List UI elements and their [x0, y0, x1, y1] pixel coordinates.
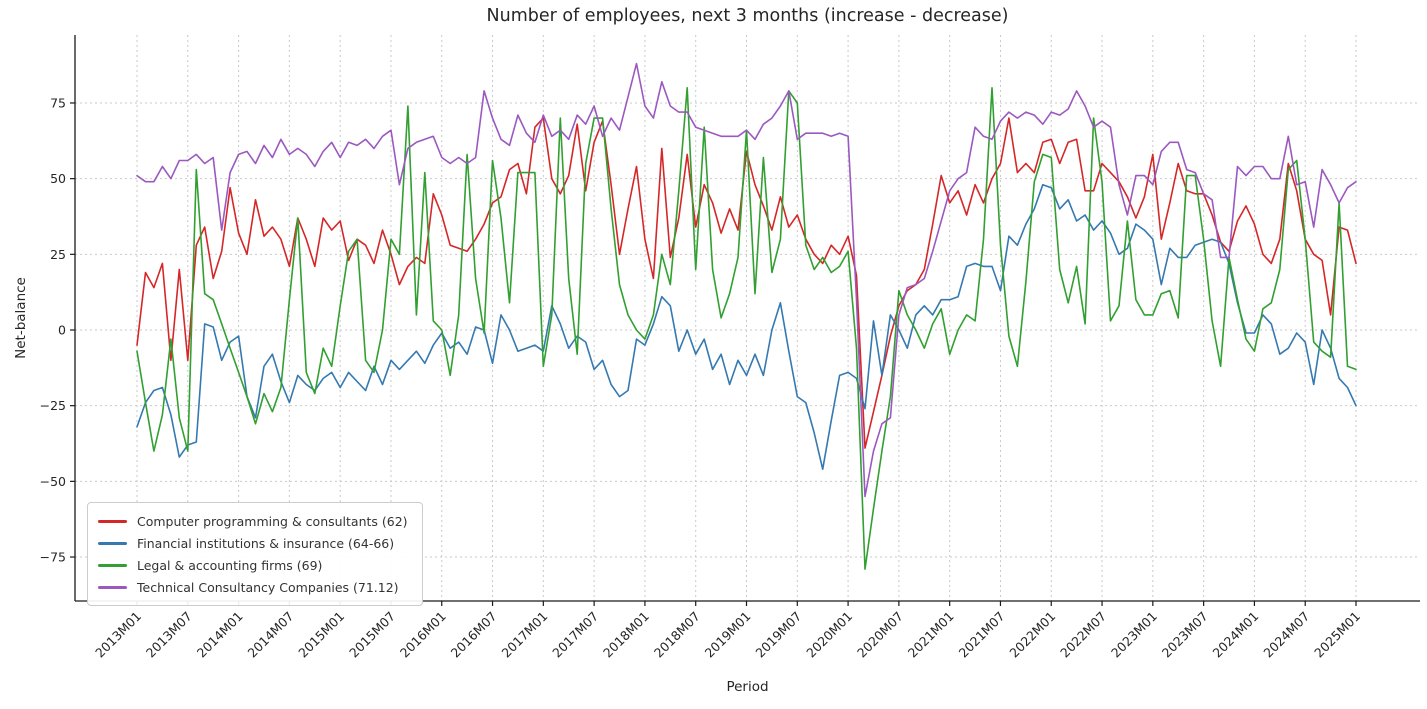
y-tick-label: 0 [58, 323, 66, 338]
legend-item: Technical Consultancy Companies (71.12) [98, 576, 408, 598]
legend-item: Legal & accounting firms (69) [98, 554, 408, 576]
y-tick-label: −75 [40, 550, 66, 565]
y-tick-label: −25 [40, 398, 66, 413]
legend-line-swatch [98, 541, 127, 545]
series-line [136, 62, 1357, 498]
y-tick-label: 50 [50, 171, 66, 186]
series-line [136, 183, 1357, 471]
x-tick-label: 2016M07 [448, 609, 500, 661]
x-tick-label: 2017M01 [498, 609, 550, 661]
x-tick-label: 2025M01 [1311, 609, 1363, 661]
y-tick-label: −50 [40, 474, 66, 489]
y-tick-label: 25 [50, 247, 66, 262]
x-tick-label: 2015M01 [295, 609, 347, 661]
x-tick-label: 2016M01 [397, 609, 449, 661]
x-tick-label: 2017M07 [549, 609, 601, 661]
x-axis-label: Period [726, 679, 769, 695]
y-axis-label: Net-balance [13, 277, 29, 359]
legend-label: Financial institutions & insurance (64-6… [137, 535, 395, 551]
x-tick-label: 2014M01 [194, 609, 246, 661]
legend-line-swatch [98, 585, 127, 589]
series-line [136, 117, 1357, 449]
x-tick-label: 2021M01 [905, 609, 957, 661]
legend-item: Computer programming & consultants (62) [98, 510, 408, 532]
x-tick-label: 2024M07 [1260, 609, 1312, 661]
x-tick-label: 2022M01 [1006, 609, 1058, 661]
x-tick-label: 2020M01 [803, 609, 855, 661]
x-tick-label: 2019M07 [752, 609, 804, 661]
x-tick-label: 2023M01 [1108, 609, 1160, 661]
legend-label: Technical Consultancy Companies (71.12) [137, 579, 399, 595]
x-tick-label: 2018M01 [600, 609, 652, 661]
x-tick-label: 2023M07 [1159, 609, 1211, 661]
x-tick-label: 2015M07 [346, 609, 398, 661]
x-tick-label: 2018M07 [651, 609, 703, 661]
legend: Computer programming & consultants (62) F… [87, 502, 423, 606]
x-tick-label: 2019M01 [702, 609, 754, 661]
x-tick-label: 2021M07 [956, 609, 1008, 661]
x-tick-label: 2022M07 [1057, 609, 1109, 661]
x-tick-label: 2024M01 [1210, 609, 1262, 661]
legend-label: Legal & accounting firms (69) [137, 557, 323, 573]
x-tick-label: 2013M01 [92, 609, 144, 661]
legend-label: Computer programming & consultants (62) [137, 513, 408, 529]
legend-line-swatch [98, 563, 127, 567]
y-tick-label: 75 [50, 95, 66, 110]
x-tick-label: 2014M07 [245, 609, 297, 661]
chart-title: Number of employees, next 3 months (incr… [486, 6, 1009, 26]
x-tick-label: 2013M07 [143, 609, 195, 661]
x-tick-label: 2020M07 [854, 609, 906, 661]
legend-item: Financial institutions & insurance (64-6… [98, 532, 408, 554]
legend-line-swatch [98, 519, 127, 523]
